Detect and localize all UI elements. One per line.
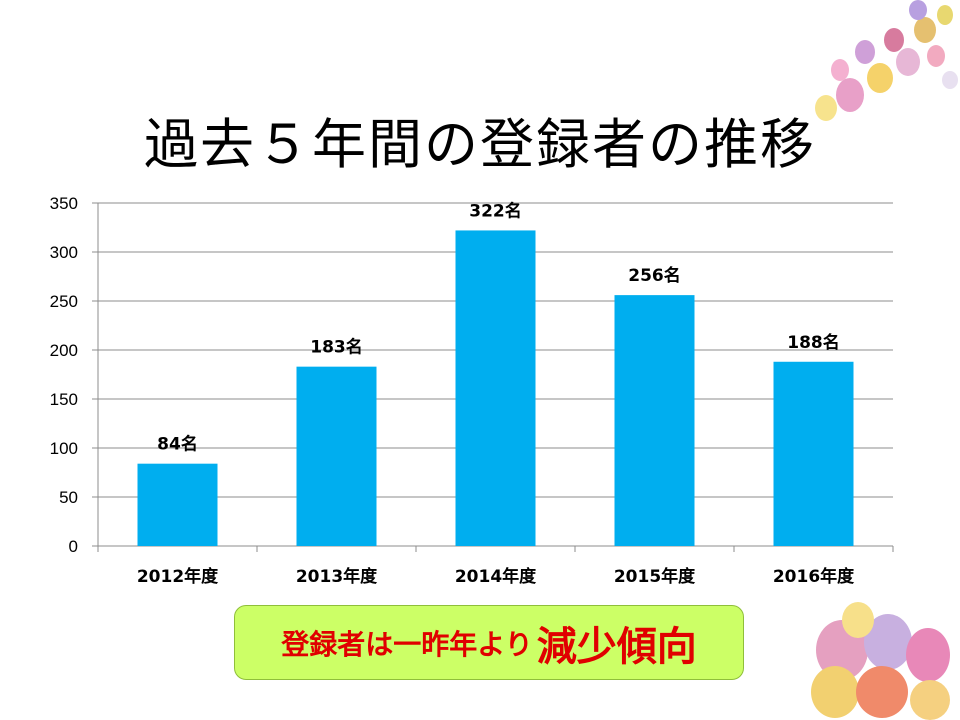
x-tick-label: 2013年度 (296, 566, 378, 587)
y-tick-label: 350 (50, 194, 78, 213)
x-tick-label: 2014年度 (455, 566, 537, 587)
x-tick-label: 2012年度 (137, 566, 219, 587)
data-label: 256名 (628, 265, 681, 286)
y-tick-label: 50 (59, 488, 78, 507)
page-title: 過去５年間の登録者の推移 (144, 113, 816, 176)
y-tick-label: 250 (50, 292, 78, 311)
data-label: 183名 (310, 337, 363, 358)
bar-2012年度 (137, 463, 218, 546)
x-tick-label: 2016年度 (773, 566, 855, 587)
y-tick-label: 200 (50, 341, 78, 360)
y-tick-label: 150 (50, 390, 78, 409)
y-tick-label: 300 (50, 243, 78, 262)
data-label: 188名 (787, 332, 840, 353)
y-tick-label: 100 (50, 439, 78, 458)
x-tick-label: 2015年度 (614, 566, 696, 587)
candy-eggs-top-right-image (815, 0, 958, 121)
callout-text: 登録者は一昨年より (281, 627, 533, 661)
data-label: 84名 (157, 434, 198, 455)
summary-callout: 登録者は一昨年より 減少傾向 (234, 605, 744, 680)
bar-2016年度 (773, 361, 854, 546)
bar-2015年度 (614, 295, 695, 546)
bar-2013年度 (296, 366, 377, 546)
y-tick-label: 0 (69, 537, 78, 556)
bar-chart: 0 50 100 150 200 250 300 350 84名 2012年度 183名 2013年度… (50, 194, 894, 587)
candy-eggs-bottom-right-image (811, 602, 950, 720)
callout-emphasis: 減少傾向 (536, 623, 697, 670)
data-label: 322名 (469, 200, 522, 221)
bar-2014年度 (455, 230, 536, 546)
